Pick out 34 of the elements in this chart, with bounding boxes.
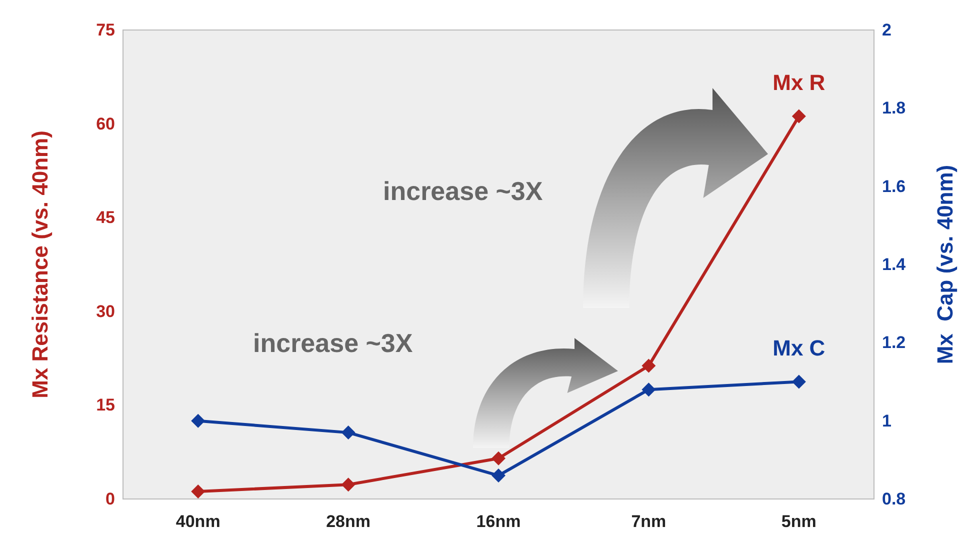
x-tick-label: 7nm [631,512,666,531]
point [191,414,206,428]
annotation: increase ~3X [383,176,544,206]
point [341,426,356,440]
annotation: increase ~3X [253,328,414,358]
point [642,358,656,373]
y-tick-label: 15 [96,396,115,415]
point [792,374,806,389]
series-label: Mx C [772,335,826,360]
y2-tick-label: 1.4 [882,255,906,274]
y2-tick-label: 0.8 [882,490,906,508]
point [492,451,506,466]
x-tick-label: 40nm [176,512,220,531]
y-tick-label: 30 [96,302,115,321]
point [191,484,206,498]
series-label: Mx R [772,70,826,95]
y2-tick-label: 1.6 [882,176,906,196]
y-axis-title: Mx Resistance (vs. 40nm) [28,130,52,398]
y2-axis-title: Mx Cap (vs. 40nm) [932,164,958,364]
x-tick-label: 28nm [326,512,371,531]
y-tick-label: 60 [96,114,115,134]
y2-tick-label: 1.2 [882,333,906,352]
point [642,382,656,397]
point [341,478,356,492]
x-tick-label: 16nm [476,512,521,531]
y-tick-label: 0 [106,490,115,508]
y2-tick-label: 1 [882,411,892,430]
y-tick-label: 75 [96,20,115,40]
point [792,109,806,124]
point [492,468,506,483]
y2-tick-label: 2 [882,20,892,40]
y-tick-label: 45 [96,208,115,228]
x-tick-label: 5nm [781,512,816,531]
y2-tick-label: 1.8 [882,98,906,118]
